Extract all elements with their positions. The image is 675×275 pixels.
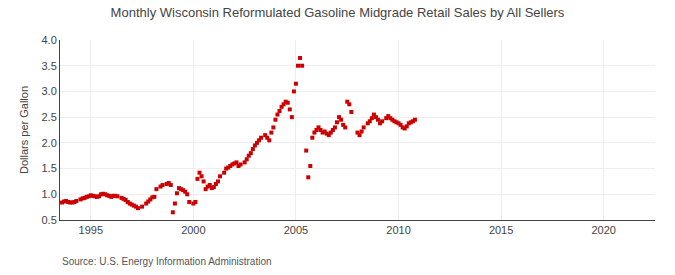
svg-text:2020: 2020 [591,224,615,236]
svg-text:1.5: 1.5 [42,162,57,174]
svg-text:3.5: 3.5 [42,60,57,72]
svg-text:1.0: 1.0 [42,188,57,200]
svg-text:2000: 2000 [181,224,205,236]
svg-text:2005: 2005 [284,224,308,236]
svg-text:Source: U.S. Energy Informatio: Source: U.S. Energy Information Administ… [62,256,272,267]
svg-text:Monthly Wisconsin Reformulated: Monthly Wisconsin Reformulated Gasoline … [111,5,565,20]
svg-text:4.0: 4.0 [42,34,57,46]
svg-text:2015: 2015 [489,224,513,236]
svg-text:1995: 1995 [79,224,103,236]
svg-text:Dollars per Gallon: Dollars per Gallon [18,86,30,174]
svg-text:2.5: 2.5 [42,111,57,123]
svg-text:3.0: 3.0 [42,85,57,97]
svg-text:2010: 2010 [386,224,410,236]
svg-text:0.5: 0.5 [42,214,57,226]
svg-text:2.0: 2.0 [42,137,57,149]
